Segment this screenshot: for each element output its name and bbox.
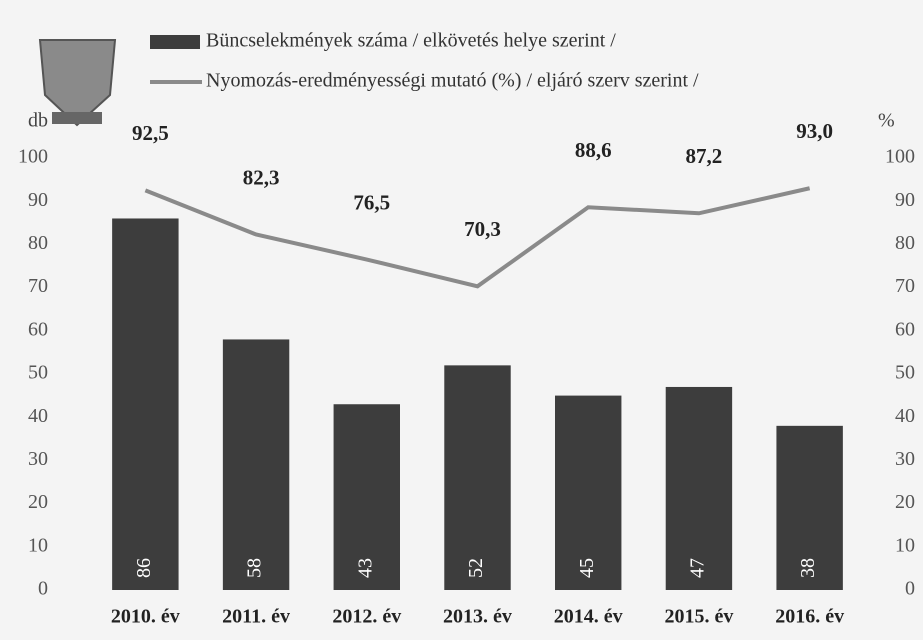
y-tick-label: 0 (38, 578, 48, 600)
y-tick-label: 80 (28, 232, 48, 254)
line-value-label: 92,5 (132, 121, 169, 145)
x-tick-label: 2015. év (664, 606, 733, 628)
y2-tick-label: 90 (895, 189, 915, 211)
legend-label: Nyomozás-eredményességi mutató (%) / elj… (206, 70, 699, 92)
bar-value-label: 86 (133, 558, 155, 578)
x-tick-label: 2013. év (443, 606, 512, 628)
y2-tick-label: 10 (895, 534, 915, 556)
y2-tick-label: 30 (895, 448, 915, 470)
y2-tick-label: 100 (885, 146, 915, 168)
line-value-label: 76,5 (353, 190, 390, 214)
bar (333, 404, 400, 590)
y-tick-label: 20 (28, 491, 48, 513)
bar (665, 386, 733, 590)
y-tick-label: 10 (28, 534, 48, 556)
bar-value-label: 38 (797, 558, 819, 578)
bar (112, 218, 179, 591)
y2-axis-label: % (878, 110, 895, 132)
legend-label: Büncselekmények száma / elkövetés helye … (206, 30, 616, 52)
y2-tick-label: 0 (905, 578, 915, 600)
y-axis-label: db (28, 110, 48, 132)
bar-value-label: 45 (576, 558, 598, 578)
y-tick-label: 30 (28, 448, 48, 470)
x-tick-label: 2011. év (222, 606, 290, 628)
y2-tick-label: 80 (895, 232, 915, 254)
y-tick-label: 90 (28, 189, 48, 211)
x-tick-label: 2016. év (775, 606, 844, 628)
y2-tick-label: 50 (895, 362, 915, 384)
bar (555, 395, 622, 590)
y2-tick-label: 40 (895, 405, 915, 427)
line-value-label: 93,0 (796, 119, 833, 143)
y-tick-label: 40 (28, 405, 48, 427)
y-tick-label: 100 (18, 146, 48, 168)
x-tick-label: 2012. év (332, 606, 401, 628)
y2-tick-label: 60 (895, 318, 915, 340)
bar (222, 339, 290, 590)
line-value-label: 70,3 (464, 217, 501, 241)
y2-tick-label: 20 (895, 491, 915, 513)
line-value-label: 87,2 (686, 144, 723, 168)
line (144, 186, 811, 289)
line-value-label: 82,3 (243, 165, 280, 189)
logo (38, 39, 117, 127)
bar (444, 365, 511, 590)
bar (776, 425, 843, 590)
bar-value-label: 47 (687, 558, 709, 578)
line-value-label: 88,6 (575, 138, 612, 162)
y2-tick-label: 70 (895, 275, 915, 297)
bar-value-label: 58 (244, 558, 266, 578)
y-tick-label: 70 (28, 275, 48, 297)
y-tick-label: 60 (28, 318, 48, 340)
legend-swatch (150, 35, 200, 49)
bar-value-label: 52 (465, 558, 487, 578)
y-tick-label: 50 (28, 362, 48, 384)
x-tick-label: 2010. év (111, 606, 180, 628)
x-tick-label: 2014. év (554, 606, 623, 628)
bar-value-label: 43 (354, 558, 376, 578)
